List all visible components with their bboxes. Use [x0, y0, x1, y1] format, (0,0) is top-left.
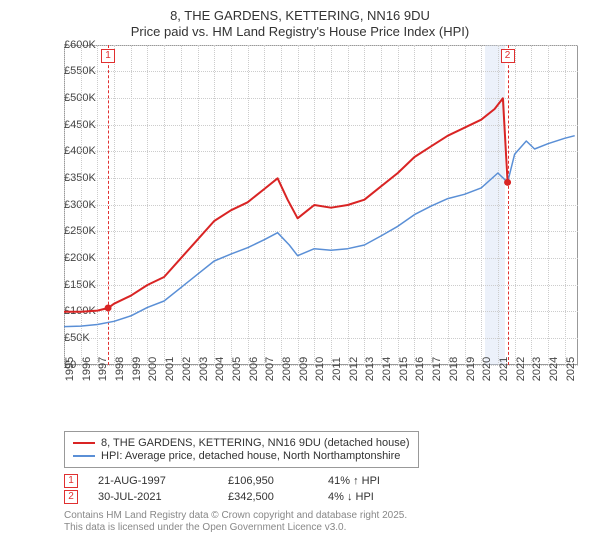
footer: Contains HM Land Registry data © Crown c… — [64, 510, 588, 535]
sale-row: 2 30-JUL-2021 £342,500 4% ↓ HPI — [64, 490, 588, 504]
legend: 8, THE GARDENS, KETTERING, NN16 9DU (det… — [64, 431, 419, 468]
sale-delta: 41% ↑ HPI — [328, 475, 438, 487]
sale-date: 21-AUG-1997 — [98, 475, 208, 487]
title-address: 8, THE GARDENS, KETTERING, NN16 9DU — [12, 8, 588, 24]
footer-line1: Contains HM Land Registry data © Crown c… — [64, 510, 588, 523]
title-subtitle: Price paid vs. HM Land Registry's House … — [12, 24, 588, 40]
legend-swatch — [73, 455, 95, 457]
chart-container: 8, THE GARDENS, KETTERING, NN16 9DU Pric… — [0, 0, 600, 560]
series-end-dot — [504, 178, 511, 185]
legend-label: HPI: Average price, detached house, Nort… — [101, 450, 400, 462]
sale-row: 1 21-AUG-1997 £106,950 41% ↑ HPI — [64, 474, 588, 488]
series-svg — [22, 45, 580, 367]
title-block: 8, THE GARDENS, KETTERING, NN16 9DU Pric… — [12, 8, 588, 41]
footer-line2: This data is licensed under the Open Gov… — [64, 522, 588, 535]
sale-delta: 4% ↓ HPI — [328, 491, 438, 503]
chart-area: £0£50K£100K£150K£200K£250K£300K£350K£400… — [22, 45, 578, 395]
sale-index: 2 — [64, 490, 78, 504]
series-hpi — [64, 135, 575, 326]
sale-price: £342,500 — [228, 491, 308, 503]
legend-row: 8, THE GARDENS, KETTERING, NN16 9DU (det… — [73, 437, 410, 449]
sale-date: 30-JUL-2021 — [98, 491, 208, 503]
legend-swatch — [73, 442, 95, 444]
series-price_paid — [64, 98, 508, 311]
legend-row: HPI: Average price, detached house, Nort… — [73, 450, 410, 462]
legend-label: 8, THE GARDENS, KETTERING, NN16 9DU (det… — [101, 437, 410, 449]
sale-index: 1 — [64, 474, 78, 488]
series-start-dot — [105, 304, 112, 311]
sales-table: 1 21-AUG-1997 £106,950 41% ↑ HPI 2 30-JUL-202… — [64, 474, 588, 504]
sale-price: £106,950 — [228, 475, 308, 487]
